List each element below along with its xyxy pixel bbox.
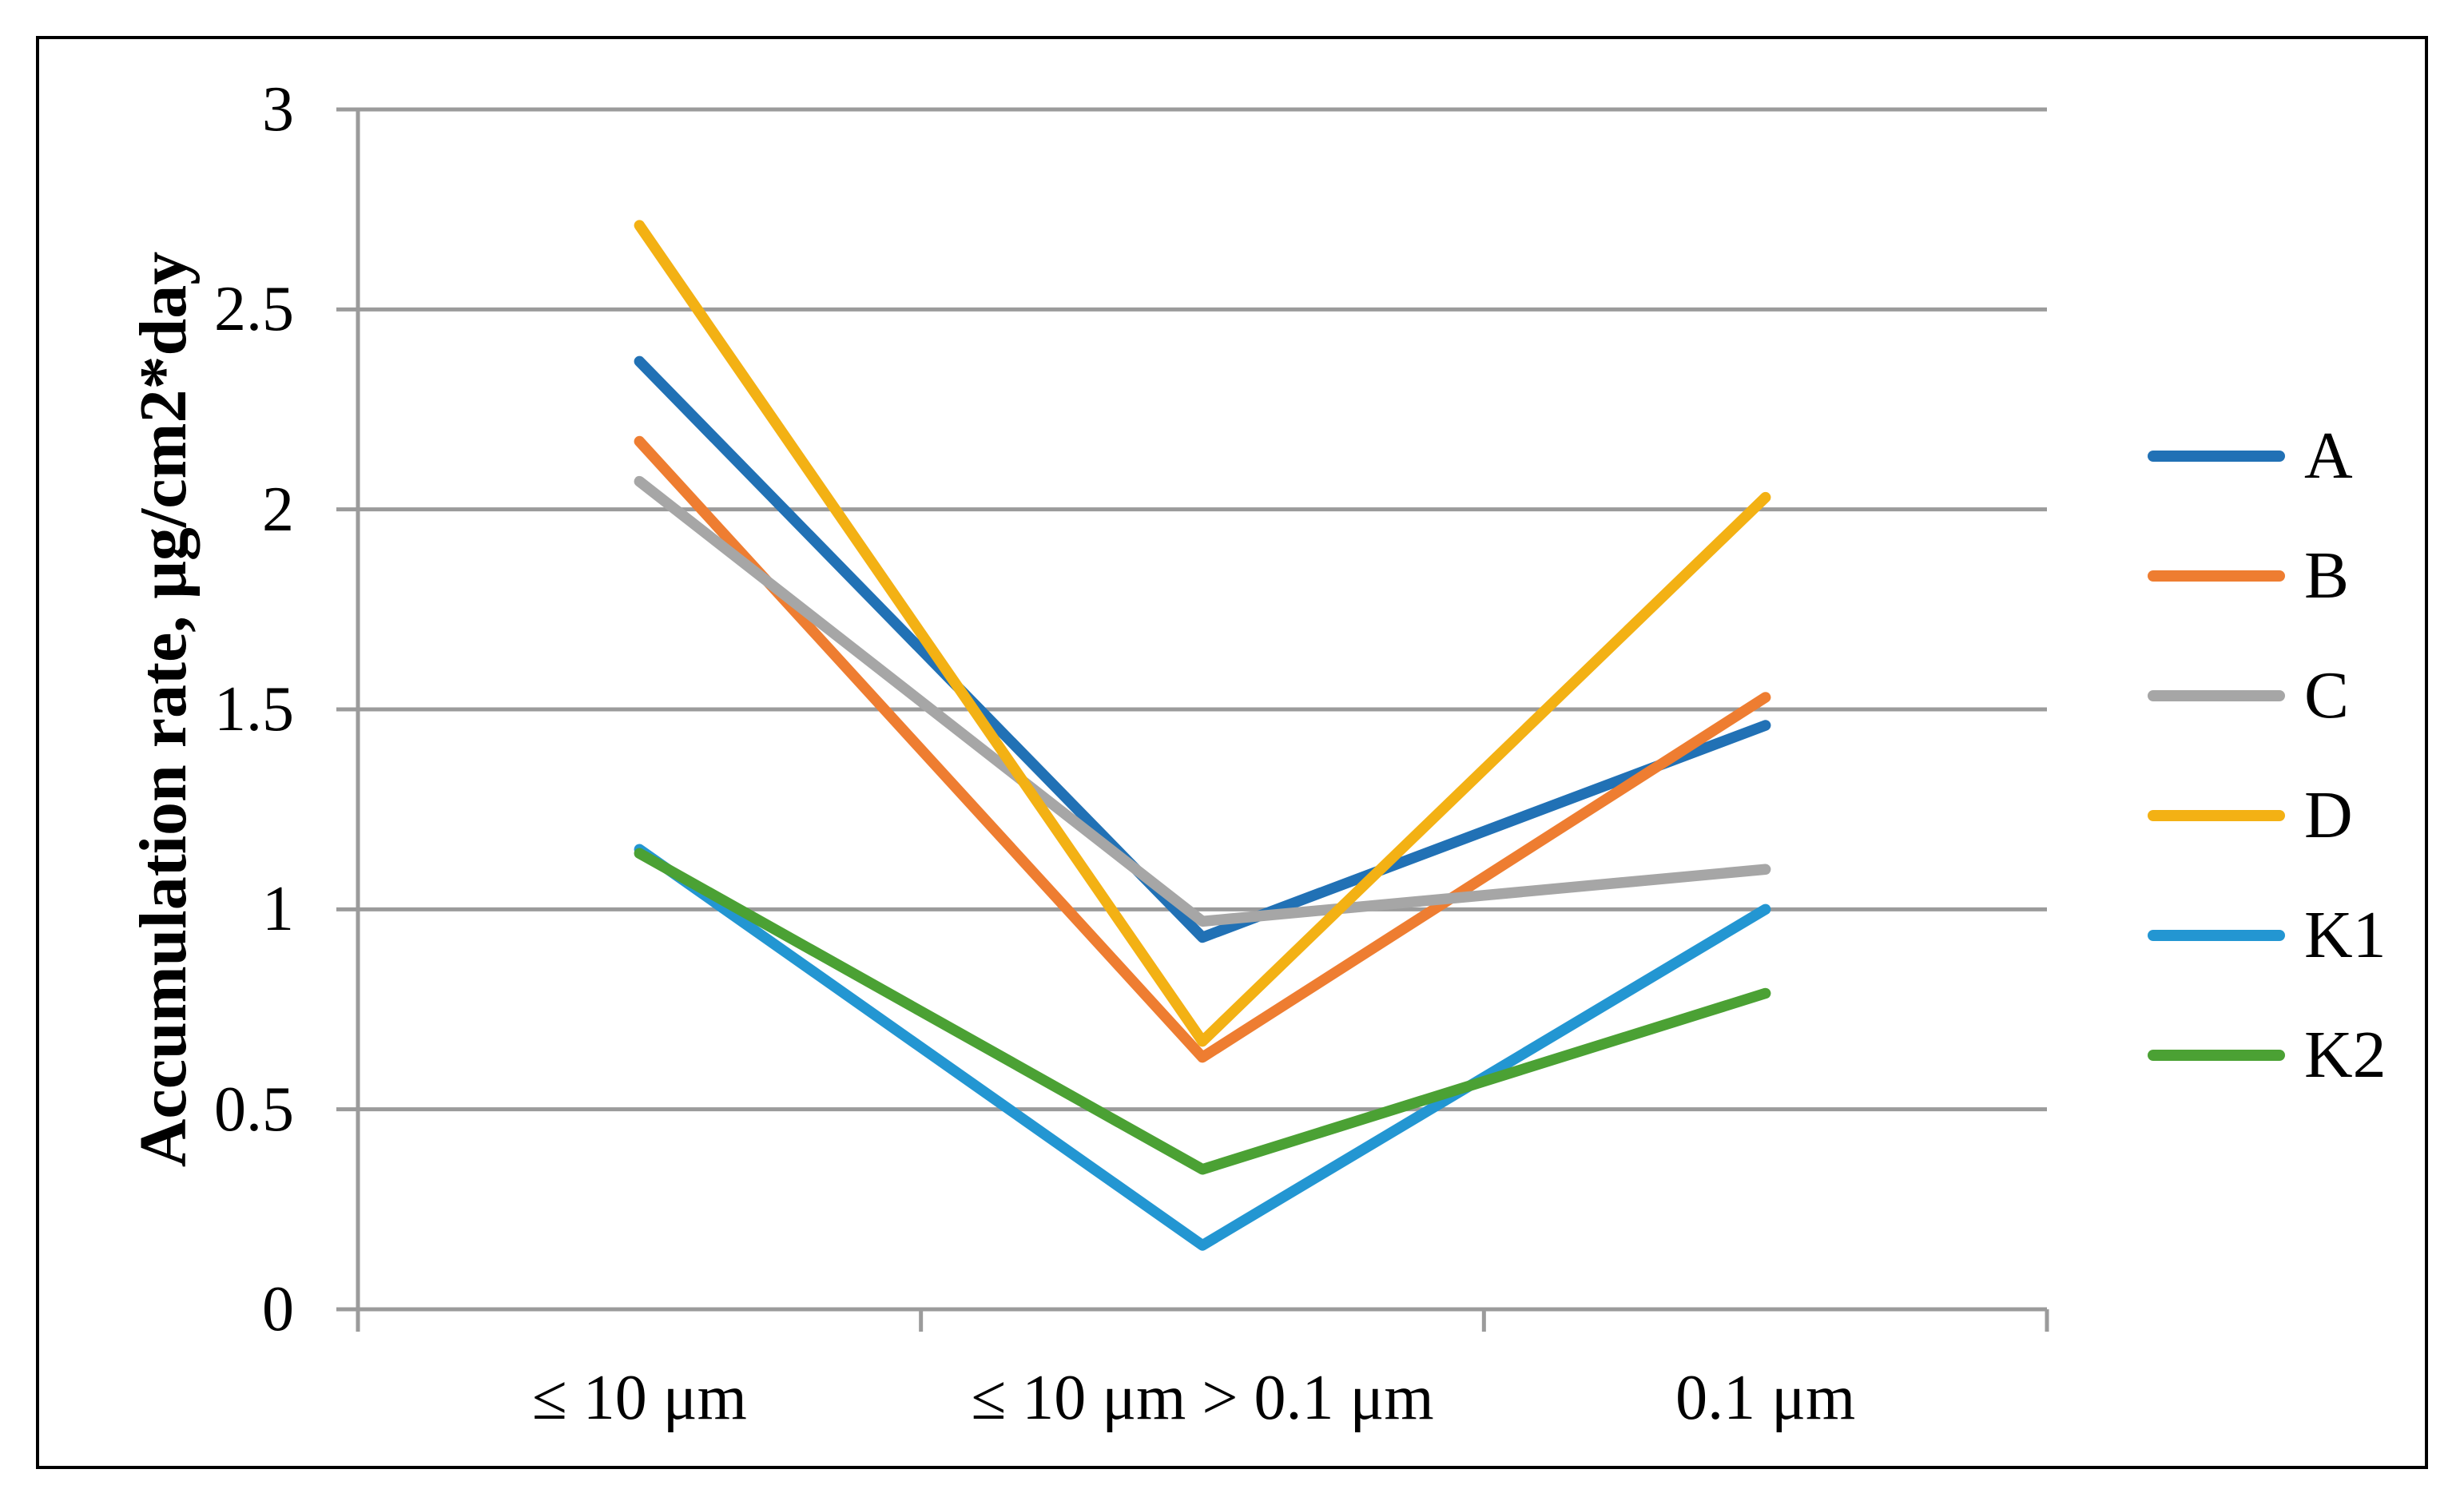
x-category-label: ≤ 10 μm [531, 1363, 747, 1433]
series-line-D [634, 220, 1771, 1047]
legend-label-K1: K1 [2304, 898, 2387, 972]
y-tick-label: 2.5 [214, 274, 294, 345]
legend-label-A: A [2304, 419, 2353, 493]
legend-swatch-D [2148, 810, 2285, 821]
legend-swatch-B [2148, 570, 2285, 582]
figure-border [36, 36, 2428, 1469]
series-line-B [634, 435, 1771, 1063]
series-line-C [634, 475, 1771, 927]
legend-swatch-A [2148, 451, 2285, 462]
x-category-label: 0.1 μm [1675, 1363, 1856, 1433]
y-tick-label: 0 [262, 1274, 294, 1344]
y-tick-label: 3 [262, 74, 294, 145]
series-line-K1 [634, 844, 1771, 1251]
legend-label-C: C [2304, 658, 2350, 733]
x-category-label: ≤ 10 μm > 0.1 μm [971, 1363, 1434, 1433]
series-line-K2 [634, 848, 1771, 1175]
legend-label-B: B [2304, 538, 2350, 613]
legend-swatch-K1 [2148, 930, 2285, 941]
legend-label-K2: K2 [2304, 1018, 2387, 1092]
legend-swatch-C [2148, 690, 2285, 701]
y-tick-label: 2 [262, 474, 294, 545]
series-line-A [634, 355, 1771, 943]
legend-label-D: D [2304, 778, 2353, 852]
y-tick-label: 1 [262, 874, 294, 945]
y-tick-label: 1.5 [214, 674, 294, 745]
y-tick-label: 0.5 [214, 1074, 294, 1145]
legend-swatch-K2 [2148, 1050, 2285, 1061]
